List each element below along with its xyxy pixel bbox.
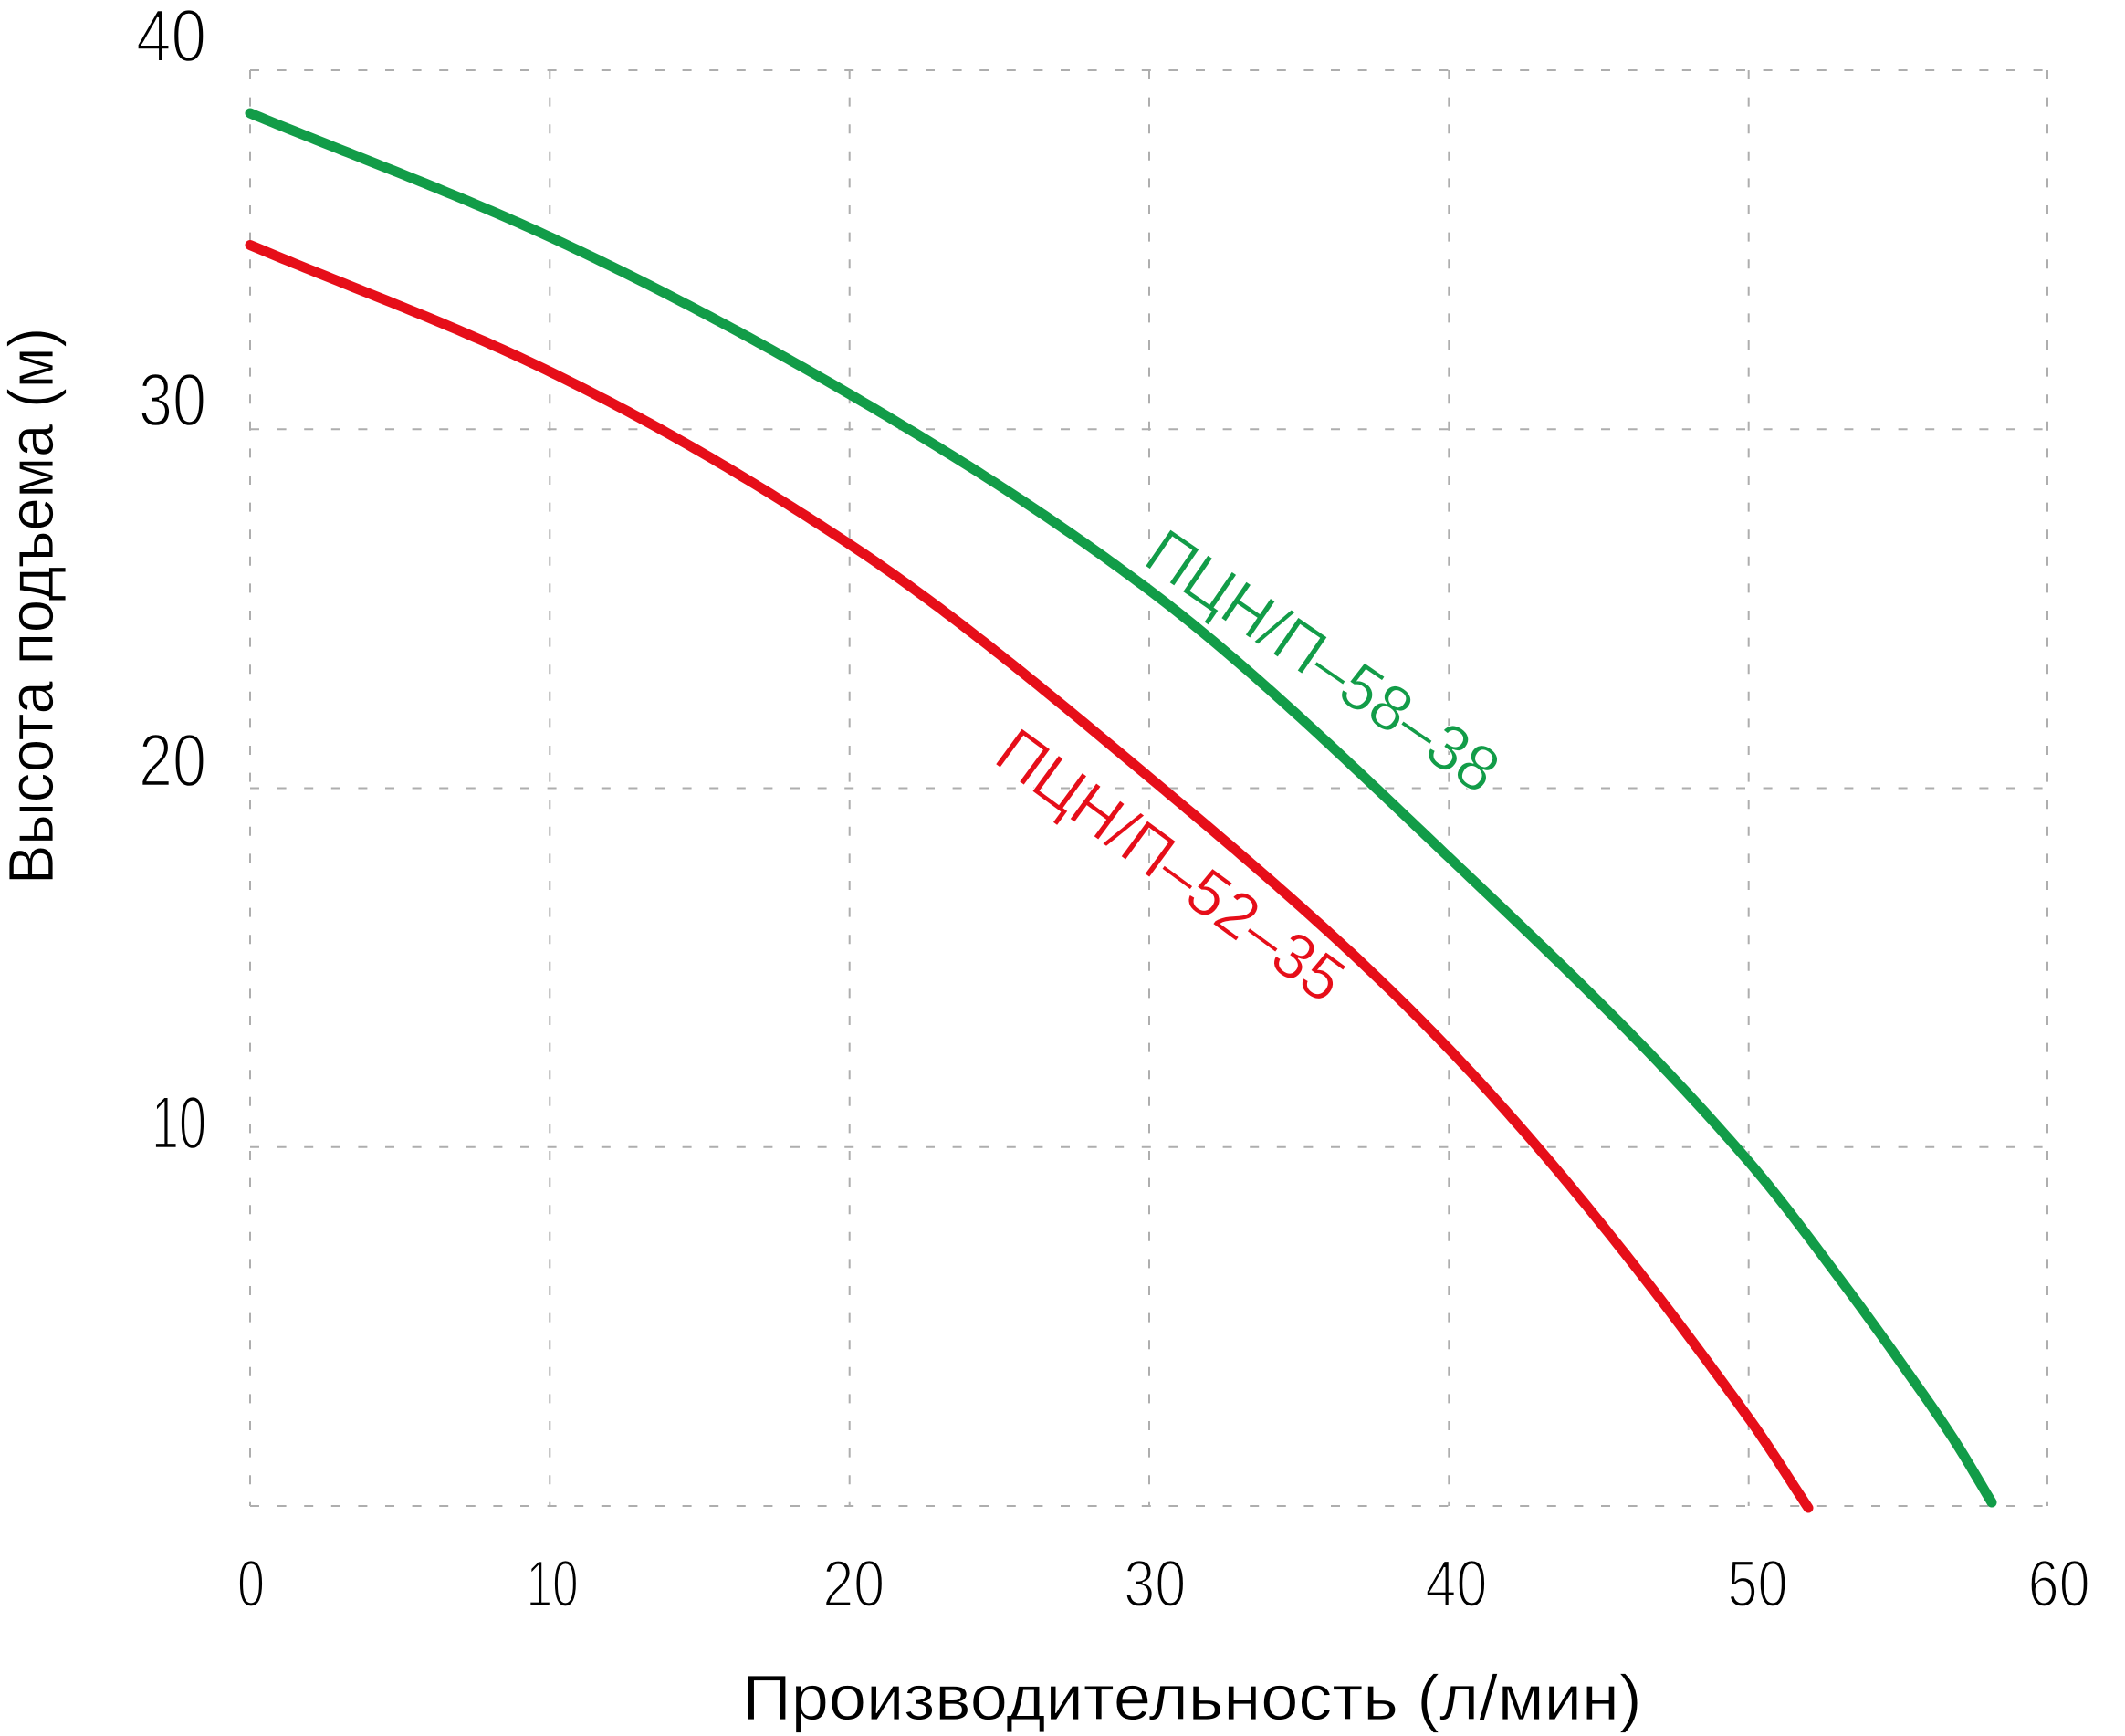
svg-text:50: 50 bbox=[1728, 1548, 1788, 1621]
svg-text:20: 20 bbox=[139, 719, 206, 802]
svg-text:60: 60 bbox=[2028, 1548, 2090, 1621]
svg-text:30: 30 bbox=[139, 359, 206, 442]
svg-text:30: 30 bbox=[1124, 1548, 1186, 1621]
svg-text:40: 40 bbox=[1425, 1548, 1487, 1621]
svg-text:20: 20 bbox=[822, 1548, 885, 1621]
svg-text:0: 0 bbox=[237, 1548, 265, 1621]
svg-text:10: 10 bbox=[527, 1548, 579, 1621]
svg-text:40: 40 bbox=[136, 0, 206, 78]
svg-text:Высота подъема (м): Высота подъема (м) bbox=[0, 328, 67, 884]
svg-text:Производительность (л/мин): Производительность (л/мин) bbox=[743, 1662, 1642, 1733]
svg-text:10: 10 bbox=[152, 1082, 206, 1165]
